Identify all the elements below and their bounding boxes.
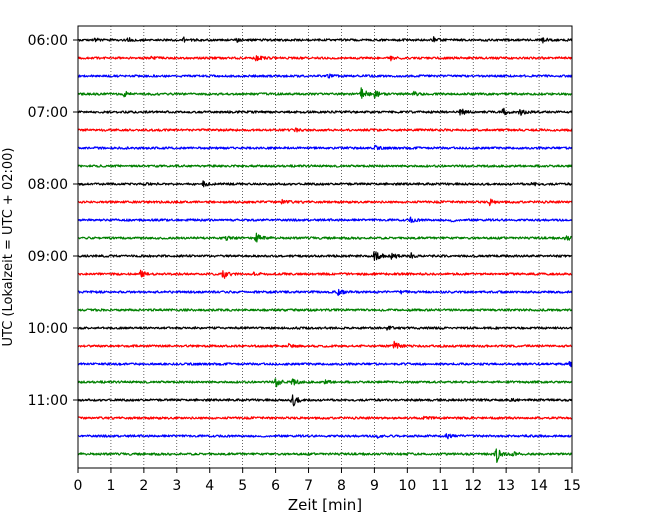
plot-frame — [77, 25, 573, 469]
trace-line — [77, 251, 573, 261]
trace-line — [77, 127, 573, 133]
x-tick-label: 1 — [106, 478, 115, 494]
y-tick-label: 09:00 — [28, 249, 68, 265]
x-axis-ticks: 0 1 2 3 4 5 6 7 8 9 10 11 12 13 14 15 — [74, 468, 581, 494]
trace-line — [77, 36, 573, 44]
trace-line — [77, 378, 573, 388]
trace-line — [77, 361, 573, 368]
x-tick-label: 3 — [172, 478, 181, 494]
y-tick-label: 06:00 — [28, 33, 68, 49]
trace-line — [77, 164, 573, 168]
trace-line — [77, 325, 573, 331]
trace-line — [77, 433, 573, 440]
trace-line — [77, 288, 573, 297]
trace-line — [77, 55, 573, 62]
trace-line — [77, 87, 573, 99]
x-tick-label: 12 — [464, 478, 482, 494]
x-tick-label: 15 — [563, 478, 581, 494]
x-tick-label: 0 — [74, 478, 83, 494]
trace-line — [77, 308, 573, 312]
x-tick-label: 2 — [139, 478, 148, 494]
trace-line — [77, 198, 573, 207]
trace-lines — [77, 36, 573, 463]
trace-line — [77, 107, 573, 116]
x-tick-label: 5 — [238, 478, 247, 494]
y-axis-label: UTC (Lokalzeit = UTC + 02:00) — [1, 148, 16, 347]
trace-line — [77, 448, 573, 463]
x-tick-label: 13 — [497, 478, 515, 494]
trace-line — [77, 180, 573, 188]
trace-line — [77, 394, 573, 407]
trace-line — [77, 269, 573, 279]
x-tick-label: 4 — [205, 478, 214, 494]
y-tick-label: 08:00 — [28, 177, 68, 193]
trace-line — [77, 216, 573, 224]
y-axis-ticks: 06:00 07:00 08:00 09:00 10:00 11:00 — [28, 33, 78, 409]
x-tick-label: 10 — [398, 478, 416, 494]
trace-line — [77, 232, 573, 243]
x-tick-label: 7 — [304, 478, 313, 494]
trace-line — [77, 144, 573, 151]
trace-line — [77, 415, 573, 420]
y-tick-label: 07:00 — [28, 105, 68, 121]
y-tick-label: 10:00 — [28, 321, 68, 337]
x-tick-label: 6 — [271, 478, 280, 494]
x-tick-label: 11 — [431, 478, 449, 494]
trace-line — [77, 73, 573, 79]
x-axis-label: Zeit [min] — [288, 496, 362, 514]
x-tick-label: 9 — [370, 478, 379, 494]
x-tick-label: 14 — [530, 478, 548, 494]
x-tick-label: 8 — [337, 478, 346, 494]
trace-line — [77, 340, 573, 349]
y-tick-label: 11:00 — [28, 393, 68, 409]
